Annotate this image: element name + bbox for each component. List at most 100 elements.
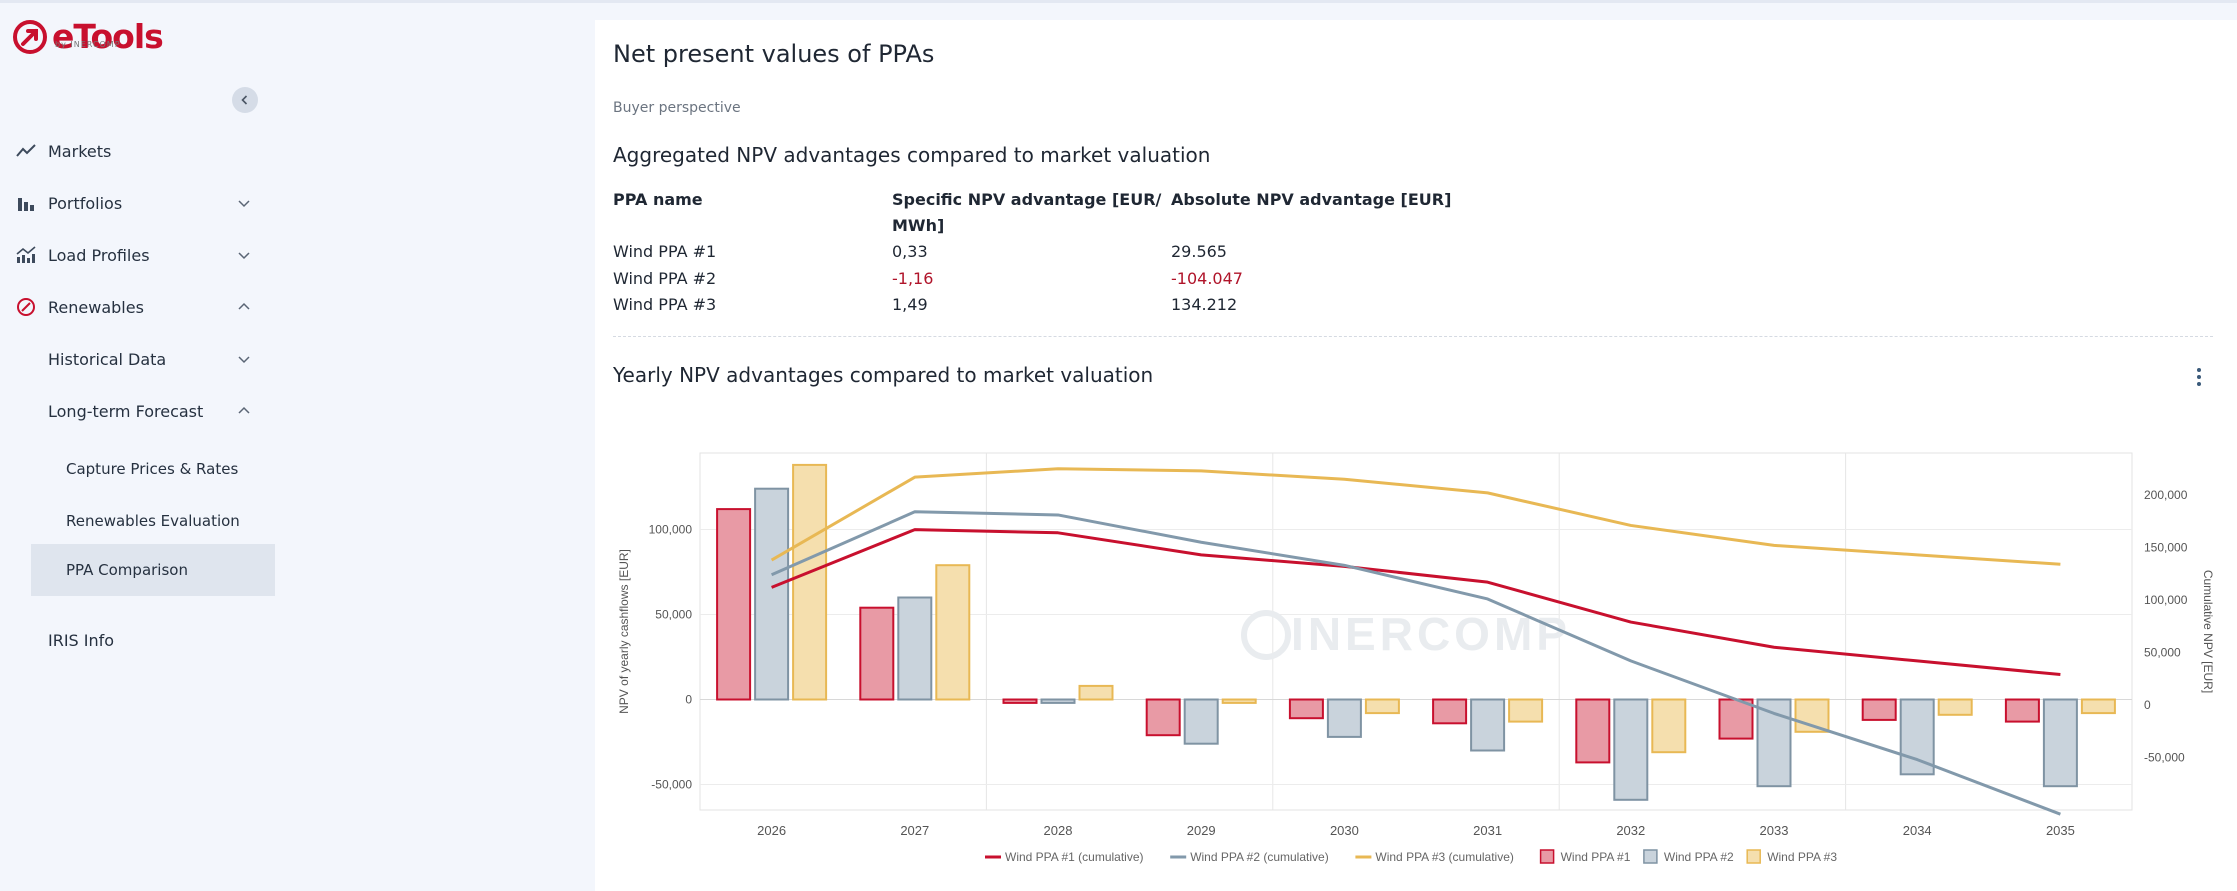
x-tick-label: 2029 bbox=[1187, 823, 1216, 838]
bar-wind-ppa-3 bbox=[1508, 698, 1544, 723]
table-header-specific-npv-line2: MWh] bbox=[892, 216, 945, 235]
bar-wind-ppa-2 bbox=[1613, 698, 1649, 801]
logo-text: eTools bbox=[52, 17, 164, 56]
sidebar-item-long-term-forecast[interactable]: Long-term Forecast bbox=[0, 387, 270, 435]
y-tick-label: 50,000 bbox=[655, 608, 692, 622]
bar-wind-ppa-1 bbox=[1575, 698, 1611, 764]
sidebar-item-label: IRIS Info bbox=[48, 630, 115, 650]
bar-wind-ppa-2 bbox=[1899, 698, 1935, 776]
bar-wind-ppa-3 bbox=[1364, 698, 1400, 715]
sidebar-item-capture-prices[interactable]: Capture Prices & Rates bbox=[0, 445, 270, 493]
x-tick-label: 2030 bbox=[1330, 823, 1359, 838]
x-tick-label: 2033 bbox=[1760, 823, 1789, 838]
x-tick-label: 2028 bbox=[1044, 823, 1073, 838]
bar-wind-ppa-3 bbox=[2080, 698, 2116, 715]
logo[interactable]: eTools bbox=[12, 17, 164, 56]
table-cell-specific: 1,49 bbox=[892, 295, 928, 314]
sidebar-item-portfolios[interactable]: Portfolios bbox=[0, 179, 270, 227]
bar-wind-ppa-2 bbox=[1470, 698, 1506, 752]
y2-tick-label: 50,000 bbox=[2144, 646, 2181, 660]
sidebar-item-label: Capture Prices & Rates bbox=[66, 460, 239, 478]
y2-tick-label: -50,000 bbox=[2144, 751, 2185, 765]
bar-wind-ppa-1 bbox=[1861, 698, 1897, 721]
x-tick-label: 2032 bbox=[1616, 823, 1645, 838]
collapse-sidebar-button[interactable] bbox=[232, 87, 258, 113]
bar-wind-ppa-1 bbox=[1145, 698, 1181, 737]
leaf-icon bbox=[15, 296, 37, 318]
bar-wind-ppa-1 bbox=[1718, 698, 1754, 740]
y2-tick-label: 150,000 bbox=[2144, 541, 2188, 555]
legend-label: Wind PPA #2 (cumulative) bbox=[1190, 850, 1329, 864]
sidebar-item-label: Long-term Forecast bbox=[48, 401, 204, 421]
legend-label: Wind PPA #1 (cumulative) bbox=[1005, 850, 1144, 864]
x-tick-label: 2035 bbox=[2046, 823, 2075, 838]
sidebar-item-renewables-evaluation[interactable]: Renewables Evaluation bbox=[0, 497, 270, 545]
bar-wind-ppa-3 bbox=[792, 463, 828, 701]
table-cell-specific: 0,33 bbox=[892, 242, 928, 261]
bar-wind-ppa-2 bbox=[897, 596, 933, 701]
top-border bbox=[0, 0, 2237, 3]
trend-line-icon bbox=[15, 140, 37, 162]
page-title: Net present values of PPAs bbox=[613, 40, 935, 68]
yearly-section-title: Yearly NPV advantages compared to market… bbox=[613, 363, 1154, 387]
table-header-absolute-npv: Absolute NPV advantage [EUR] bbox=[1171, 190, 1452, 209]
bar-chart-icon bbox=[15, 192, 37, 214]
watermark-logo-icon bbox=[1241, 610, 1291, 660]
bar-wind-ppa-1 bbox=[1002, 698, 1038, 704]
sidebar-item-renewables[interactable]: Renewables bbox=[0, 283, 270, 331]
bar-wind-ppa-2 bbox=[2042, 698, 2078, 788]
chevron-down-icon bbox=[238, 200, 250, 208]
main-content: Net present values of PPAs Buyer perspec… bbox=[595, 20, 2237, 891]
logo-icon bbox=[13, 20, 47, 54]
sidebar-item-ppa-comparison[interactable]: PPA Comparison bbox=[31, 544, 275, 596]
bar-wind-ppa-1 bbox=[2004, 698, 2040, 723]
sidebar-item-label: Renewables Evaluation bbox=[66, 512, 240, 530]
legend-bar-swatch bbox=[1643, 849, 1658, 864]
table-cell-absolute: -104.047 bbox=[1171, 269, 1243, 288]
legend-label: Wind PPA #3 bbox=[1767, 850, 1837, 864]
legend-label: Wind PPA #1 bbox=[1561, 850, 1631, 864]
line-wind-ppa-3-cumulative- bbox=[770, 467, 2061, 566]
sidebar-item-label: Portfolios bbox=[48, 193, 123, 213]
sidebar-item-markets[interactable]: Markets bbox=[0, 127, 270, 175]
sidebar-item-label: Historical Data bbox=[48, 349, 167, 369]
y2-tick-label: 200,000 bbox=[2144, 488, 2188, 502]
sidebar-item-historical-data[interactable]: Historical Data bbox=[0, 335, 270, 383]
y2-tick-label: 100,000 bbox=[2144, 593, 2188, 607]
chevron-up-icon bbox=[238, 302, 250, 310]
table-cell-name: Wind PPA #2 bbox=[613, 269, 717, 288]
sidebar-item-load-profiles[interactable]: Load Profiles bbox=[0, 231, 270, 279]
chevron-up-icon bbox=[238, 406, 250, 414]
table-cell-absolute: 134.212 bbox=[1171, 295, 1238, 314]
legend-bar-swatch bbox=[1539, 849, 1555, 864]
line-wind-ppa-1-cumulative- bbox=[771, 528, 2061, 677]
more-vertical-icon[interactable] bbox=[2193, 365, 2205, 389]
bar-wind-ppa-2 bbox=[1326, 698, 1362, 738]
plot-area bbox=[699, 452, 2133, 811]
table-cell-name: Wind PPA #3 bbox=[613, 295, 717, 314]
bar-wind-ppa-3 bbox=[1651, 698, 1687, 754]
x-tick-label: 2031 bbox=[1473, 823, 1502, 838]
legend-label: Wind PPA #2 bbox=[1664, 850, 1734, 864]
bar-wind-ppa-2 bbox=[1040, 698, 1076, 704]
y-tick-label: 100,000 bbox=[649, 523, 693, 537]
bar-wind-ppa-1 bbox=[859, 606, 895, 701]
bar-wind-ppa-3 bbox=[1078, 684, 1114, 701]
logo-subtitle: by INERCOMP bbox=[55, 40, 121, 49]
sidebar-item-iris-info[interactable]: IRIS Info bbox=[0, 616, 270, 664]
chevron-down-icon bbox=[238, 252, 250, 260]
sidebar-item-label: Renewables bbox=[48, 297, 144, 317]
sidebar-item-label: Load Profiles bbox=[48, 245, 150, 265]
bar-wind-ppa-1 bbox=[716, 508, 752, 701]
load-profile-icon bbox=[15, 244, 37, 266]
chevron-down-icon bbox=[238, 356, 250, 364]
aggregated-section-title: Aggregated NPV advantages compared to ma… bbox=[613, 143, 1211, 167]
table-header-ppa-name: PPA name bbox=[613, 190, 703, 209]
legend-bar-swatch bbox=[1746, 849, 1761, 864]
table-cell-absolute: 29.565 bbox=[1171, 242, 1227, 261]
y-tick-label: 0 bbox=[685, 693, 692, 707]
table-header-specific-npv: Specific NPV advantage [EUR/ MWh] bbox=[892, 187, 1161, 239]
page-subtitle: Buyer perspective bbox=[613, 100, 741, 116]
yearly-npv-chart: -50,000 0 50,000 100,000 -50,000 0 50,000 100,0… bbox=[617, 452, 2215, 864]
bar-wind-ppa-3 bbox=[1937, 698, 1973, 716]
